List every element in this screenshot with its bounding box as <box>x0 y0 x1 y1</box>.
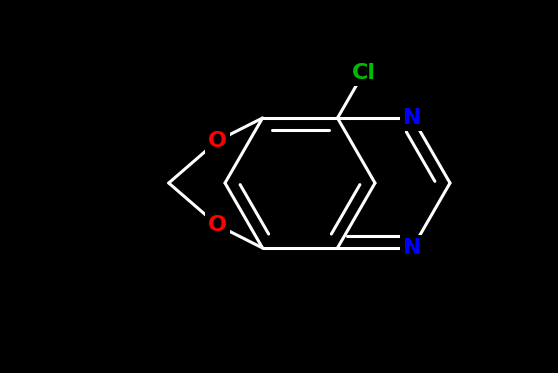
Text: O: O <box>208 215 227 235</box>
Text: Cl: Cl <box>352 63 376 82</box>
Text: O: O <box>208 131 227 151</box>
Text: N: N <box>403 108 422 128</box>
Text: N: N <box>403 238 422 258</box>
